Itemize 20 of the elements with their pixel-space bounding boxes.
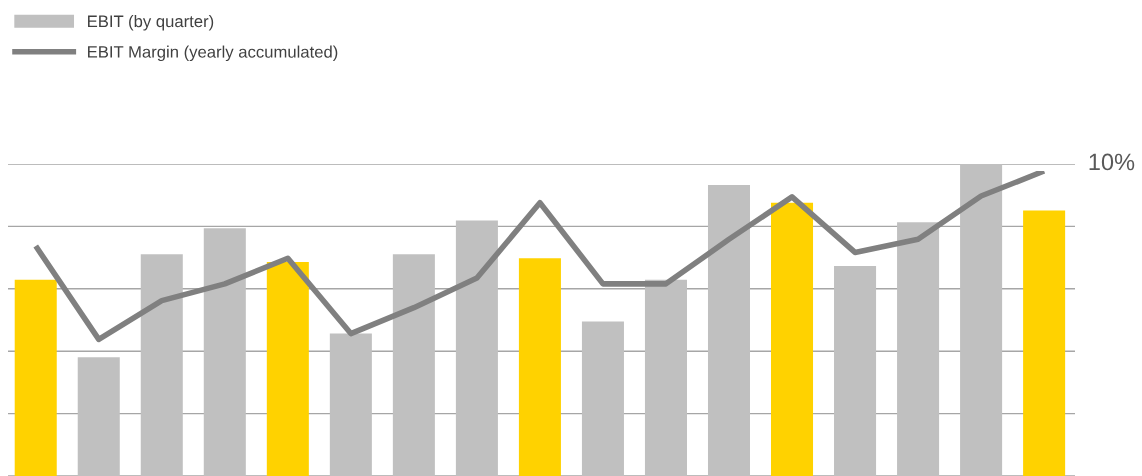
bar xyxy=(455,220,498,476)
bar xyxy=(771,202,814,476)
bar xyxy=(581,321,624,476)
bar xyxy=(266,261,309,476)
text: 10% xyxy=(1089,153,1135,171)
bar xyxy=(644,279,687,476)
bar xyxy=(329,333,372,476)
bar xyxy=(960,164,1003,476)
bar xyxy=(834,266,877,476)
bar xyxy=(707,184,751,476)
bar xyxy=(203,228,246,476)
bar xyxy=(1023,210,1066,476)
legend-label: EBIT (by quarter) xyxy=(88,15,214,31)
bar xyxy=(140,254,183,476)
bar xyxy=(392,254,435,476)
legend-label: EBIT Margin (yearly accumulated) xyxy=(88,45,338,62)
bar xyxy=(897,222,940,476)
bar xyxy=(14,279,57,476)
bar xyxy=(77,357,120,476)
bar xyxy=(518,258,561,476)
